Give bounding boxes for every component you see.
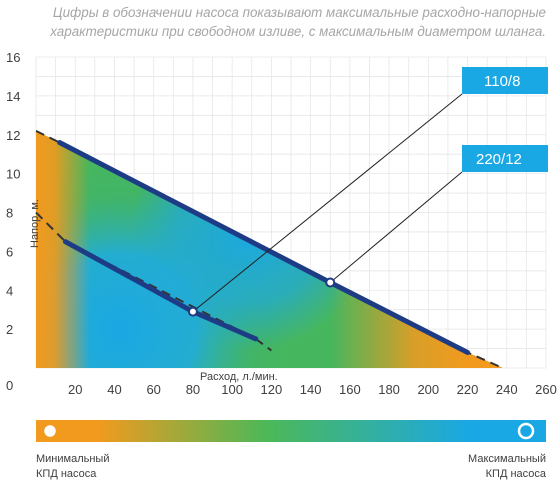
x-tick-label: 20 bbox=[68, 382, 82, 397]
label-leader-lines bbox=[192, 93, 463, 313]
x-tick-label: 120 bbox=[261, 382, 283, 397]
y-tick-labels: 16 14 12 10 8 6 4 2 bbox=[6, 50, 20, 337]
marker-220-12 bbox=[325, 277, 336, 288]
caption-line-1: Цифры в обозначении насоса показывают ма… bbox=[52, 5, 546, 20]
label-220-12: 220/12 bbox=[476, 151, 522, 168]
caption-line-2: характеристики при свободном изливе, с м… bbox=[50, 24, 546, 39]
x-tick-label: 40 bbox=[107, 382, 121, 397]
x-tick-label: 160 bbox=[339, 382, 361, 397]
colorbar-max-marker bbox=[517, 422, 535, 440]
efficiency-colorbar: Минимальный КПД насоса Максимальный КПД на… bbox=[36, 420, 547, 480]
leader-line-220-12 bbox=[329, 171, 463, 283]
y-tick-label: 16 bbox=[6, 50, 20, 65]
x-tick-label: 60 bbox=[146, 382, 160, 397]
curve-markers bbox=[187, 277, 336, 317]
x-axis-title: Расход, л./мин. bbox=[200, 371, 278, 383]
y-tick-label: 14 bbox=[6, 89, 20, 104]
label-box-220-12 bbox=[462, 145, 548, 172]
label-110-8: 110/8 bbox=[484, 73, 520, 90]
y-tick-label: 10 bbox=[6, 167, 20, 182]
x-tick-label: 80 bbox=[186, 382, 200, 397]
x-tick-label: 140 bbox=[300, 382, 322, 397]
colorbar-gradient bbox=[36, 420, 546, 442]
label-box-110-8 bbox=[462, 67, 548, 94]
x-tick-label: 180 bbox=[378, 382, 400, 397]
y-tick-label: 4 bbox=[6, 283, 13, 298]
colorbar-max-label: Максимальный КПД насоса bbox=[468, 453, 547, 480]
x-tick-label: 100 bbox=[221, 382, 243, 397]
curve-label-boxes: 110/8 220/12 bbox=[462, 67, 548, 172]
x-tick-label: 260 bbox=[535, 382, 557, 397]
curve-dashed-extension bbox=[35, 211, 272, 352]
y-tick-label: 6 bbox=[6, 244, 13, 259]
x-tick-labels: 20 40 60 80 100 120 140 160 180 200 220 240 260 bbox=[68, 382, 557, 397]
y-tick-label-0: 0 bbox=[6, 378, 13, 393]
chart-caption: Цифры в обозначении насоса показывают ма… bbox=[0, 0, 560, 46]
colorbar-min-label: Минимальный КПД насоса bbox=[36, 453, 109, 480]
x-tick-label: 220 bbox=[457, 382, 479, 397]
y-tick-label: 12 bbox=[6, 128, 20, 143]
x-tick-label: 200 bbox=[417, 382, 439, 397]
colorbar-min-marker bbox=[41, 422, 59, 440]
y-tick-label: 2 bbox=[6, 322, 13, 337]
leader-line-110-8 bbox=[192, 93, 463, 313]
y-tick-label: 8 bbox=[6, 206, 13, 221]
marker-110-8 bbox=[187, 306, 198, 317]
y-axis-title: Напор, м. bbox=[29, 199, 41, 248]
x-tick-label: 240 bbox=[496, 382, 518, 397]
